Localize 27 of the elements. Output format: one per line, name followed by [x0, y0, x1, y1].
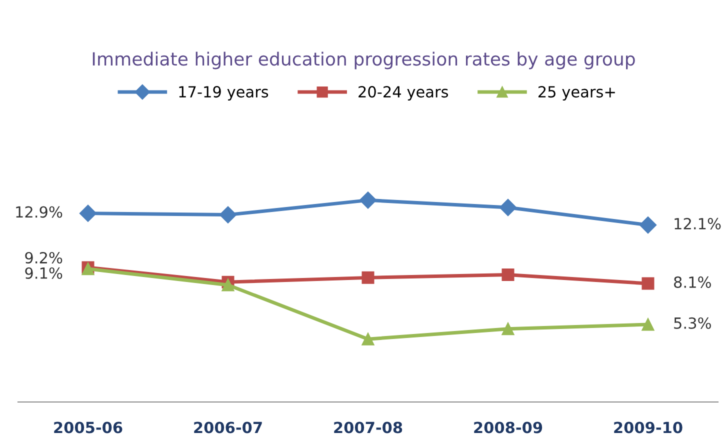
point: [502, 322, 514, 336]
point: [222, 278, 234, 292]
data-label: 5.3%: [674, 317, 711, 329]
point: [642, 277, 654, 290]
point: [499, 198, 517, 216]
point: [642, 318, 654, 331]
x-tick-label: 2005-06: [54, 422, 122, 434]
point: [639, 216, 657, 234]
point: [79, 204, 97, 222]
point: [502, 268, 514, 282]
x-tick-label: 2009-10: [614, 422, 682, 434]
x-tick-label: 2006-07: [194, 422, 262, 434]
legend-label: 20-24 years: [358, 86, 448, 101]
point: [362, 271, 374, 284]
data-label: 9.2%: [25, 252, 62, 264]
chart-title: Immediate higher education progression rates by age group: [92, 52, 635, 70]
data-label: 12.1%: [674, 218, 721, 230]
x-tick-label: 2007-08: [334, 422, 402, 434]
data-label: 9.1%: [25, 267, 62, 279]
x-tick-label: 2008-09: [474, 422, 542, 434]
data-label: 8.1%: [674, 276, 711, 288]
data-label: 12.9%: [16, 206, 62, 218]
point: [219, 206, 237, 224]
point: [359, 192, 377, 209]
point: [362, 332, 374, 346]
legend-label: 17-19 years: [179, 86, 268, 101]
legend-label: 25 years+: [538, 86, 615, 101]
